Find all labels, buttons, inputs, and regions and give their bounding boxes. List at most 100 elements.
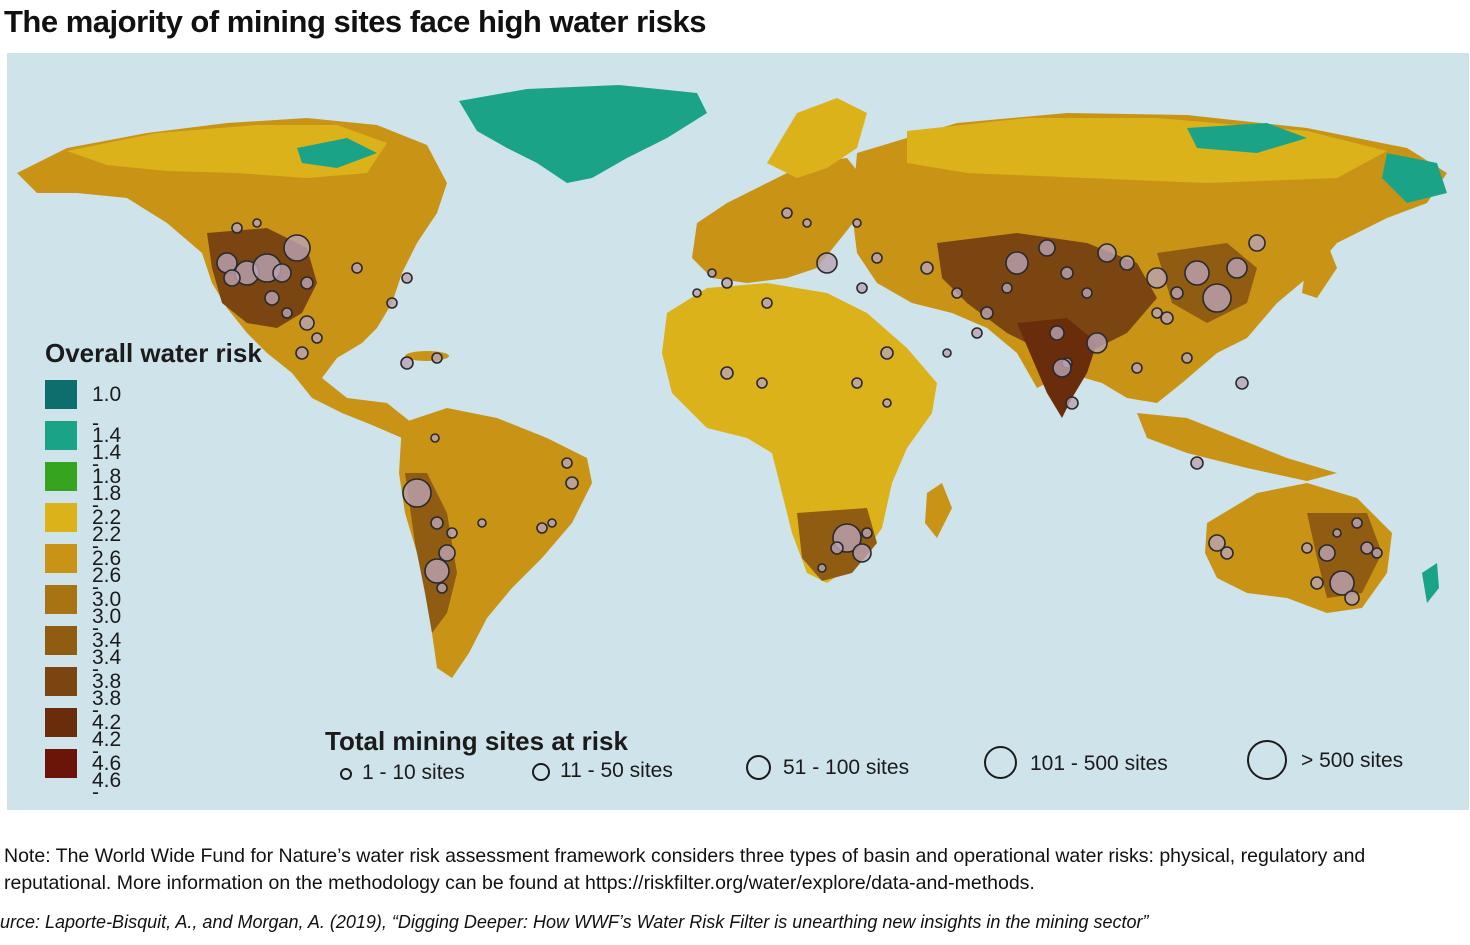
mining-site-marker <box>920 261 934 275</box>
water-risk-legend-title: Overall water risk <box>45 338 262 368</box>
legend-swatch <box>45 749 77 778</box>
legend-label: 1.4 - 1.8 <box>92 424 122 505</box>
mining-site-marker <box>1086 332 1108 354</box>
mining-site-marker <box>436 582 448 594</box>
legend-label: 2.6 - 3.0 <box>92 547 122 628</box>
mining-site-marker <box>1248 234 1266 252</box>
mining-sites <box>216 207 1383 606</box>
mining-site-marker <box>561 457 573 469</box>
size-label: 11 - 50 sites <box>560 759 673 782</box>
mining-site-marker <box>231 222 243 234</box>
mining-site-marker <box>300 276 314 290</box>
mining-site-marker <box>1131 362 1143 374</box>
mining-site-marker <box>547 518 557 528</box>
mining-site-marker <box>1235 376 1249 390</box>
mining-site-marker <box>386 297 398 309</box>
legend-swatch <box>45 380 77 409</box>
mining-site-marker <box>1005 251 1029 275</box>
size-circle-icon <box>1247 740 1287 780</box>
asia <box>852 113 1447 403</box>
mining-site-marker <box>1190 456 1204 470</box>
source-citation: urce: Laporte-Bisquit, A., and Morgan, A… <box>0 912 1149 932</box>
mining-site-marker <box>1170 286 1184 300</box>
mining-site-marker <box>295 346 309 360</box>
legend-swatch <box>45 503 77 532</box>
mining-site-marker <box>721 277 733 289</box>
mining-site-marker <box>1097 243 1117 263</box>
mining-site-marker <box>1332 528 1342 538</box>
mining-site-marker <box>1202 283 1232 313</box>
legend-swatch <box>45 544 77 573</box>
legend-label: 2.2 - 2.6 <box>92 506 122 587</box>
legend-swatch <box>45 585 77 614</box>
mining-site-marker <box>707 268 717 278</box>
mining-site-marker <box>942 348 952 358</box>
legend-label: 4.6 - 5.0 <box>92 752 122 804</box>
mining-site-marker <box>252 218 262 228</box>
mining-site-marker <box>1371 547 1383 559</box>
mining-site-marker <box>856 282 868 294</box>
mining-site-marker <box>1318 544 1336 562</box>
mining-site-marker <box>720 366 734 380</box>
mining-site-marker <box>761 297 773 309</box>
mining-site-marker <box>882 398 892 408</box>
mining-site-marker <box>446 527 458 539</box>
mining-site-marker <box>431 352 443 364</box>
mining-site-marker <box>424 558 450 584</box>
arctic-teal-1 <box>1187 123 1307 153</box>
arctic-teal-3 <box>1382 153 1447 203</box>
mining-site-marker <box>402 478 432 508</box>
arctic-teal-2 <box>297 138 377 168</box>
mining-site-marker <box>861 527 873 539</box>
mining-site-marker <box>299 315 315 331</box>
mining-site-marker <box>980 306 994 320</box>
mining-site-marker <box>1208 534 1226 552</box>
australia-east <box>1307 513 1382 598</box>
world-map: Overall water risk 1.0 - 1.4 1.4 - 1.8 1… <box>7 53 1469 810</box>
mining-site-marker <box>351 262 363 274</box>
world-map-svg <box>17 85 1447 678</box>
mining-site-marker <box>802 218 812 228</box>
mining-site-marker <box>1052 358 1072 378</box>
legend-label: 3.4 - 3.8 <box>92 629 122 710</box>
legend-label: 1.8 - 2.2 <box>92 465 122 546</box>
mining-site-marker <box>281 307 293 319</box>
size-circle-icon <box>984 746 1017 779</box>
mining-site-marker <box>223 269 241 287</box>
legend-swatch <box>45 667 77 696</box>
mining-site-marker <box>1081 287 1093 299</box>
land-masses <box>17 85 1447 678</box>
size-circle-icon <box>340 768 352 780</box>
madagascar <box>925 483 952 538</box>
legend-label: 4.2 - 4.6 <box>92 711 122 792</box>
mining-site-marker <box>880 346 894 360</box>
mining-site-marker <box>781 207 793 219</box>
mining-site-marker <box>536 522 548 534</box>
mining-site-marker <box>1049 325 1065 341</box>
mining-site-marker <box>1181 352 1193 364</box>
legend-label: 3.8 - 4.2 <box>92 670 122 751</box>
chart-title: The majority of mining sites face high w… <box>4 4 706 39</box>
mining-site-marker <box>1360 541 1374 555</box>
mining-site-marker <box>1160 311 1174 325</box>
europe <box>692 158 867 283</box>
mining-site-marker <box>1301 542 1313 554</box>
size-circle-icon <box>746 755 771 780</box>
mining-site-marker <box>283 234 311 262</box>
legend-swatch <box>45 421 77 450</box>
mining-site-marker <box>438 544 456 562</box>
methodology-note: Note: The World Wide Fund for Nature’s w… <box>4 845 1366 894</box>
scandinavia <box>767 98 867 178</box>
greenland <box>459 85 707 183</box>
mining-site-marker <box>971 327 983 339</box>
mining-site-marker <box>565 476 579 490</box>
legend-swatch <box>45 708 77 737</box>
mining-site-marker <box>1038 239 1056 257</box>
site-size-legend-title: Total mining sites at risk <box>325 726 628 756</box>
mining-site-marker <box>871 252 883 264</box>
new-zealand <box>1422 563 1439 603</box>
mining-site-marker <box>852 218 862 228</box>
mining-site-marker <box>692 288 702 298</box>
mining-site-marker <box>1351 517 1363 529</box>
siberia <box>907 118 1387 183</box>
